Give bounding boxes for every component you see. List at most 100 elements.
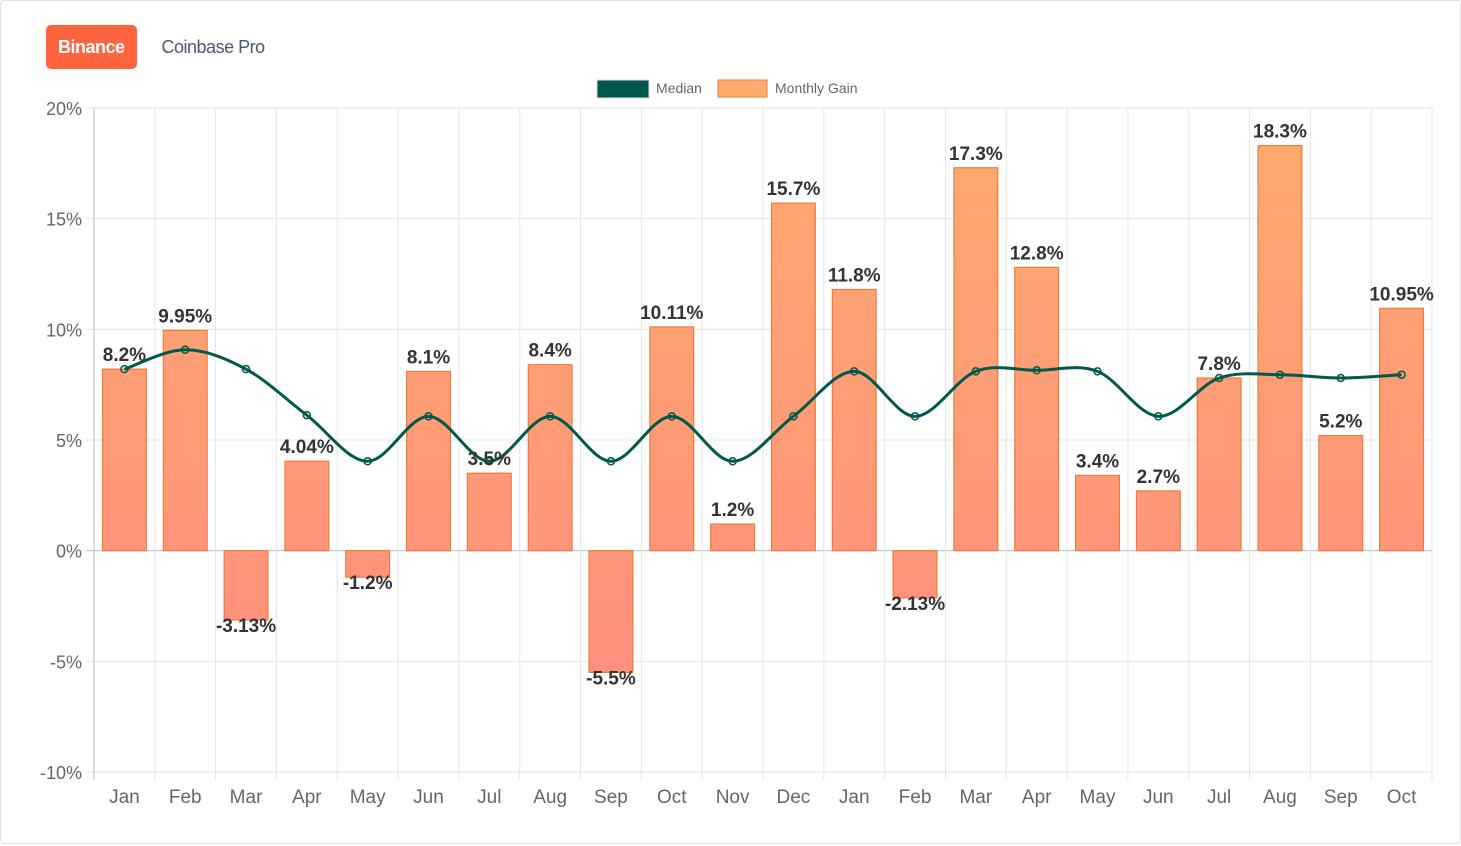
legend-label-monthly-gain: Monthly Gain <box>775 80 857 96</box>
bar-monthly-gain <box>892 550 938 599</box>
data-label: 7.8% <box>1197 354 1240 375</box>
x-tick-label: Jun <box>413 787 444 808</box>
x-tick-label: May <box>350 787 386 808</box>
data-label: -3.13% <box>216 616 276 637</box>
data-label: 12.8% <box>1010 243 1064 264</box>
bar-monthly-gain <box>1196 377 1242 552</box>
x-tick-label: Mar <box>230 787 263 808</box>
x-tick-label: Sep <box>1324 787 1358 808</box>
data-label: 1.2% <box>711 500 754 521</box>
data-label: -1.2% <box>343 573 393 594</box>
bar-monthly-gain <box>770 202 816 552</box>
bar-monthly-gain <box>466 472 512 552</box>
data-label: 10.95% <box>1369 284 1434 305</box>
x-tick-label: Mar <box>959 787 992 808</box>
data-label: 11.8% <box>828 265 881 286</box>
median-point <box>363 456 372 466</box>
bar-monthly-gain <box>953 167 999 552</box>
bar-monthly-gain <box>1318 434 1364 552</box>
data-label: 10.11% <box>640 303 703 324</box>
data-label: 8.4% <box>528 341 571 362</box>
bar-monthly-gain <box>1379 307 1425 552</box>
median-point <box>667 412 677 421</box>
bar-monthly-gain <box>1014 266 1060 552</box>
x-tick-label: Nov <box>716 787 750 808</box>
x-tick-label: Apr <box>292 787 322 808</box>
x-tick-label: Feb <box>169 787 202 808</box>
median-point <box>1032 366 1041 375</box>
bar-monthly-gain <box>284 460 330 552</box>
bar-monthly-gain <box>831 288 877 552</box>
y-tick-label: 10% <box>46 320 82 340</box>
tab-coinbase-pro[interactable]: Coinbase Pro <box>161 37 266 57</box>
x-tick-label: Oct <box>1387 787 1417 808</box>
legend-swatch-median[interactable] <box>596 79 650 99</box>
tab-binance[interactable]: Binance <box>46 25 137 69</box>
data-label: 2.7% <box>1137 467 1180 488</box>
median-point <box>545 412 555 421</box>
bar-monthly-gain <box>1257 145 1303 552</box>
x-tick-label: Dec <box>777 787 811 808</box>
median-point <box>1397 370 1406 379</box>
bar-monthly-gain <box>710 523 756 552</box>
data-label: 8.2% <box>103 345 146 366</box>
data-label: 4.04% <box>280 437 334 458</box>
bar-monthly-gain <box>1075 474 1120 552</box>
x-tick-label: Jan <box>109 787 140 808</box>
data-label: 17.3% <box>949 144 1003 165</box>
y-tick-label: 5% <box>56 431 82 451</box>
median-point <box>1093 367 1102 376</box>
x-tick-label: May <box>1080 787 1116 808</box>
median-point <box>728 456 737 466</box>
x-tick-label: Jan <box>839 787 870 808</box>
bar-monthly-gain <box>223 550 269 621</box>
bar-monthly-gain <box>101 368 147 552</box>
median-line <box>123 348 1402 463</box>
x-tick-label: Aug <box>533 787 567 808</box>
x-tick-label: Jun <box>1143 787 1174 808</box>
y-tick-label: 20% <box>46 99 82 119</box>
median-point <box>910 412 920 421</box>
data-label: -2.13% <box>885 594 945 615</box>
y-tick-label: 15% <box>46 210 82 230</box>
data-label: 18.3% <box>1253 122 1307 143</box>
legend-swatch-monthly-gain[interactable] <box>717 79 768 98</box>
y-tick-label: -10% <box>40 763 82 783</box>
y-tick-label: -5% <box>50 652 82 672</box>
data-label: 15.7% <box>766 179 820 200</box>
bar-monthly-gain <box>649 326 695 552</box>
x-tick-label: Oct <box>657 787 687 808</box>
x-tick-label: Jul <box>477 787 501 808</box>
data-label: 9.95% <box>158 306 212 327</box>
median-point <box>241 364 251 374</box>
median-point <box>971 367 981 376</box>
median-point <box>485 456 494 466</box>
bar-monthly-gain <box>588 550 634 674</box>
x-tick-label: Aug <box>1263 787 1297 808</box>
exchange-tabs: Binance Coinbase Pro <box>46 25 277 69</box>
data-label: -5.5% <box>586 668 636 689</box>
x-tick-label: Sep <box>594 787 628 808</box>
data-label: 5.2% <box>1319 412 1362 433</box>
median-point <box>120 364 129 374</box>
x-tick-label: Apr <box>1022 787 1052 808</box>
bar-monthly-gain <box>162 329 208 552</box>
median-point <box>1275 370 1285 379</box>
bar-monthly-gain <box>1135 490 1181 552</box>
median-point <box>424 412 433 421</box>
median-point <box>849 367 859 376</box>
x-tick-label: Feb <box>899 787 932 808</box>
median-point <box>1154 412 1163 421</box>
data-label: 3.4% <box>1076 451 1119 472</box>
median-point <box>180 345 190 355</box>
bar-monthly-gain <box>406 370 451 552</box>
bar-monthly-gain <box>345 550 391 578</box>
legend: Median Monthly Gain <box>596 79 857 99</box>
legend-label-median: Median <box>656 80 702 96</box>
bar-monthly-gain <box>527 364 573 552</box>
median-point <box>789 412 798 421</box>
median-point <box>302 410 312 420</box>
median-point <box>606 456 616 466</box>
